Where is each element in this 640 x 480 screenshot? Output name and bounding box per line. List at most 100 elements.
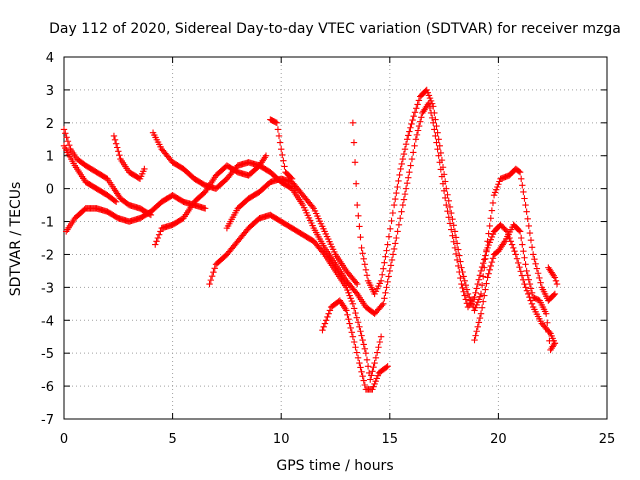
data-point bbox=[513, 255, 521, 262]
data-point bbox=[430, 119, 437, 127]
data-point bbox=[382, 289, 389, 297]
data-point bbox=[410, 113, 417, 120]
data-point bbox=[352, 279, 360, 286]
data-point bbox=[320, 323, 327, 331]
data-point bbox=[472, 304, 479, 311]
data-point bbox=[395, 221, 403, 229]
data-point bbox=[485, 270, 492, 277]
data-point bbox=[359, 336, 366, 344]
data-point bbox=[510, 244, 517, 252]
series-arc-5 bbox=[149, 99, 559, 347]
data-point bbox=[116, 151, 123, 159]
data-point bbox=[473, 328, 480, 335]
data-point bbox=[413, 105, 420, 112]
data-point bbox=[363, 356, 371, 363]
data-point bbox=[409, 116, 416, 124]
data-point bbox=[369, 368, 376, 375]
data-point bbox=[360, 255, 367, 263]
series-arc-9 bbox=[267, 116, 296, 182]
data-point bbox=[112, 140, 120, 147]
data-point bbox=[405, 132, 412, 139]
data-point bbox=[396, 171, 403, 179]
data-point bbox=[62, 130, 69, 137]
data-point bbox=[477, 290, 485, 298]
data-point bbox=[393, 189, 400, 197]
data-point bbox=[354, 201, 361, 209]
series-arc-7 bbox=[206, 211, 385, 383]
data-point bbox=[407, 124, 414, 131]
data-point bbox=[206, 280, 213, 288]
data-point bbox=[363, 272, 371, 279]
data-point bbox=[346, 292, 353, 299]
data-point bbox=[406, 128, 413, 135]
data-point bbox=[274, 126, 282, 133]
data-point bbox=[550, 291, 557, 299]
data-point bbox=[385, 273, 392, 280]
data-point bbox=[445, 214, 452, 221]
data-point bbox=[472, 332, 479, 339]
data-point bbox=[66, 141, 73, 149]
data-point bbox=[350, 305, 358, 312]
data-point bbox=[399, 201, 407, 209]
data-point bbox=[525, 222, 533, 230]
data-point bbox=[478, 281, 486, 289]
data-point bbox=[356, 323, 363, 331]
data-point bbox=[361, 261, 369, 268]
data-point bbox=[369, 386, 376, 393]
data-point bbox=[374, 372, 382, 379]
data-point bbox=[533, 265, 541, 272]
data-point bbox=[359, 373, 366, 380]
data-point bbox=[495, 181, 502, 188]
data-point bbox=[479, 298, 487, 305]
data-point bbox=[531, 255, 538, 263]
data-point bbox=[154, 234, 162, 242]
data-point bbox=[348, 329, 355, 336]
data-point bbox=[459, 268, 466, 276]
data-point bbox=[456, 252, 463, 259]
data-point bbox=[432, 116, 439, 123]
data-point bbox=[553, 280, 561, 288]
data-point bbox=[487, 236, 494, 243]
data-point bbox=[458, 280, 465, 288]
data-point bbox=[386, 267, 393, 275]
data-point bbox=[394, 183, 401, 191]
data-point bbox=[515, 227, 523, 234]
data-point bbox=[368, 372, 375, 379]
x-tick-label: 10 bbox=[273, 432, 290, 447]
data-point bbox=[110, 132, 118, 140]
data-point bbox=[520, 188, 527, 196]
data-point bbox=[436, 142, 443, 150]
data-point bbox=[474, 298, 481, 306]
data-point bbox=[477, 267, 485, 275]
grid bbox=[64, 57, 607, 419]
data-point bbox=[426, 94, 434, 102]
data-point bbox=[415, 122, 423, 130]
data-point bbox=[537, 279, 544, 286]
data-point bbox=[528, 289, 536, 297]
data-point bbox=[371, 380, 378, 388]
data-point bbox=[414, 127, 422, 134]
data-point bbox=[444, 191, 451, 198]
data-point bbox=[512, 251, 519, 258]
y-tick-label: 4 bbox=[46, 51, 54, 66]
data-point bbox=[278, 145, 285, 153]
data-point bbox=[400, 196, 408, 203]
data-point bbox=[389, 251, 397, 258]
data-point bbox=[536, 274, 543, 282]
data-point bbox=[358, 368, 365, 376]
data-point bbox=[351, 159, 359, 166]
data-point bbox=[352, 180, 360, 187]
series-group bbox=[60, 86, 561, 393]
data-point bbox=[451, 228, 459, 235]
data-point bbox=[432, 132, 439, 140]
data-point bbox=[352, 344, 359, 351]
data-point bbox=[111, 136, 119, 144]
data-point bbox=[352, 309, 359, 317]
data-point bbox=[397, 215, 404, 222]
data-point bbox=[374, 349, 381, 356]
data-point bbox=[344, 286, 351, 294]
data-point bbox=[425, 92, 433, 99]
data-point bbox=[326, 307, 334, 314]
x-tick-label: 20 bbox=[490, 432, 507, 447]
data-point bbox=[546, 337, 553, 345]
